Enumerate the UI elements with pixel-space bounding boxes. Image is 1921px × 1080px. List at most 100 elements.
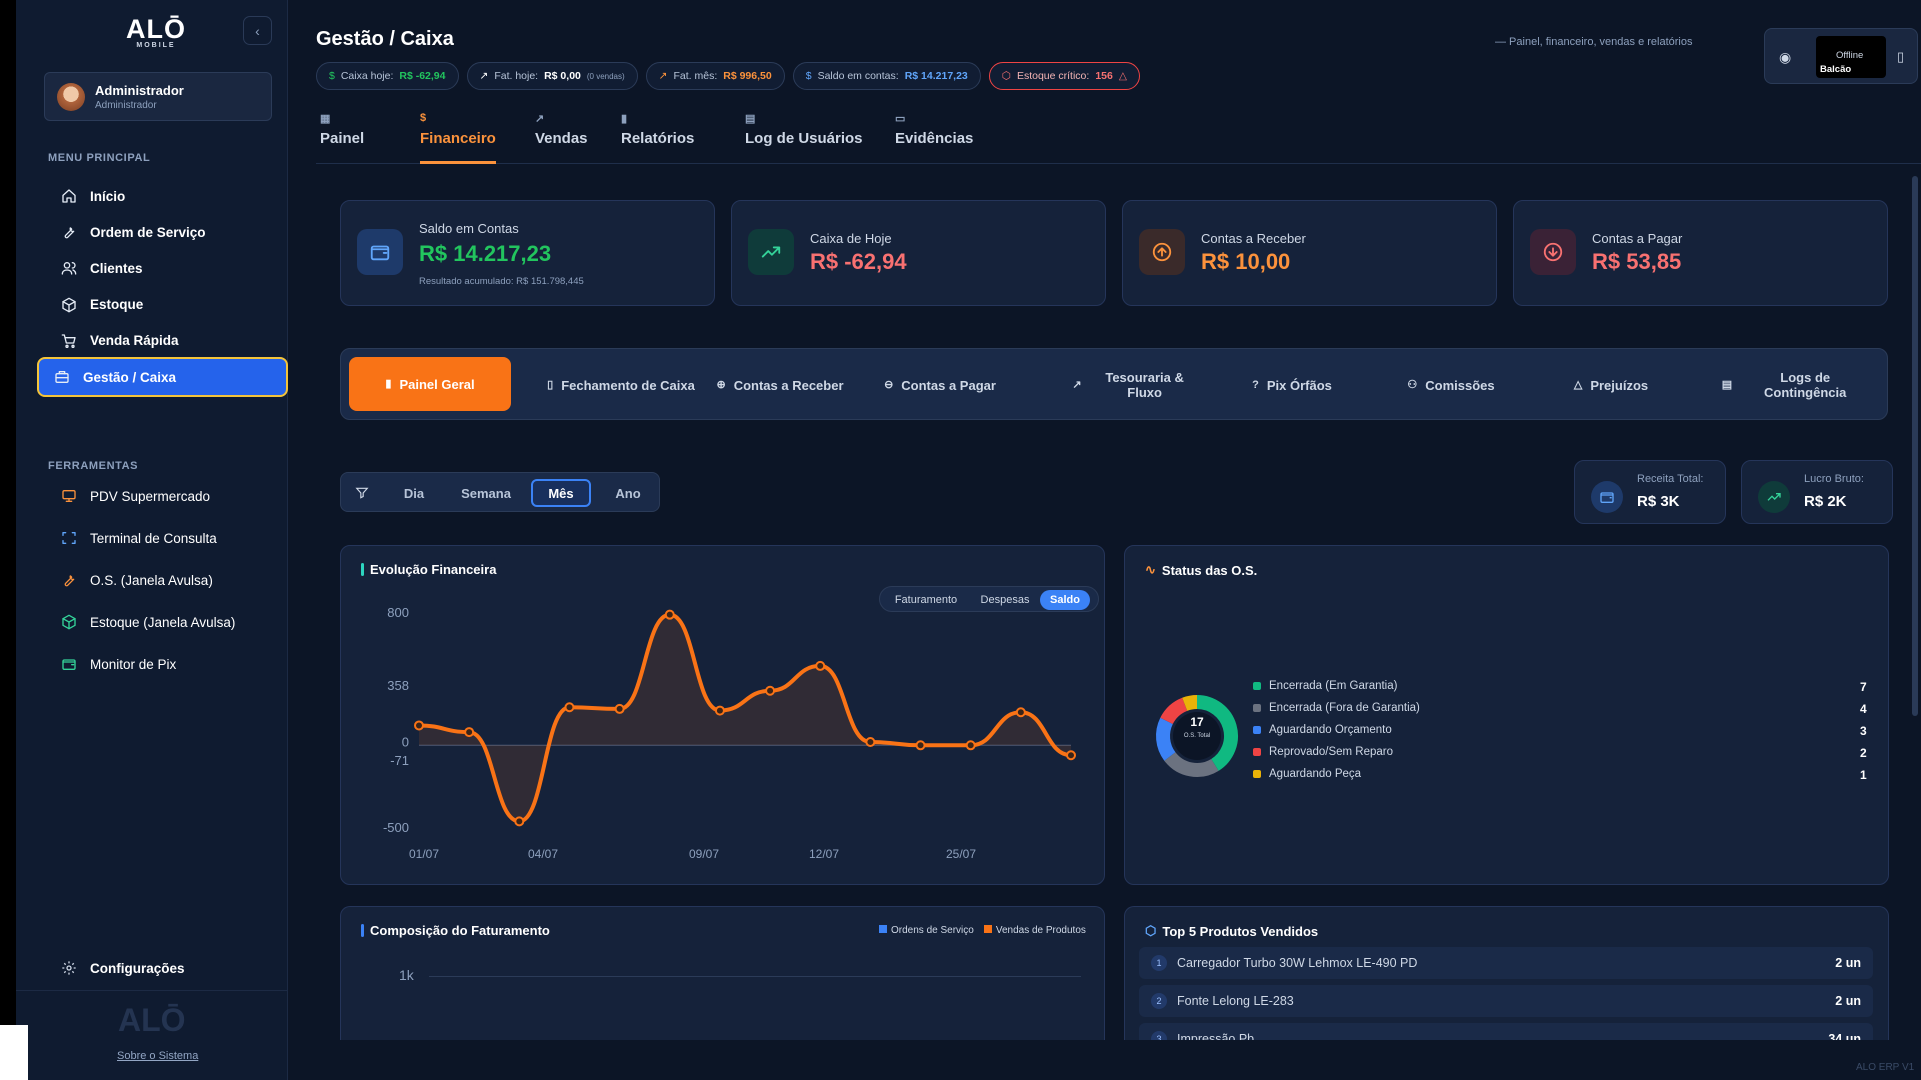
subtab-1[interactable]: ▯ Fechamento de Caixa	[521, 349, 721, 421]
subtab-6[interactable]: ⚇ Comissões	[1371, 349, 1531, 421]
sidebar-item-estoque[interactable]: Estoque	[46, 285, 288, 325]
legend-label: Encerrada (Em Garantia)	[1269, 680, 1398, 692]
tool-item-2[interactable]: O.S. (Janela Avulsa)	[46, 560, 288, 600]
chip-value: 156	[1095, 70, 1113, 82]
tool-item-1[interactable]: Terminal de Consulta	[46, 518, 288, 558]
tool-item-label: Monitor de Pix	[90, 656, 177, 672]
donut-slice[interactable]	[1182, 695, 1198, 711]
stat-value: R$ 53,85	[1592, 249, 1682, 274]
legend-item: Encerrada (Fora de Garantia)	[1253, 702, 1420, 714]
data-point[interactable]	[765, 685, 776, 696]
tab-log-de-usu-rios[interactable]: ▤ Log de Usuários	[745, 112, 863, 164]
subtab-5[interactable]: ? Pix Órfãos	[1217, 349, 1367, 421]
wallet-icon	[357, 229, 403, 275]
data-point[interactable]	[815, 660, 826, 671]
settings-link[interactable]: Configurações	[46, 948, 288, 988]
composition-title: Composição do Faturamento	[361, 923, 550, 938]
legend-os: Ordens de Serviço	[879, 925, 974, 936]
sidebar-item-in-cio[interactable]: Início	[46, 176, 288, 216]
stat-label: Contas a Pagar	[1592, 231, 1683, 246]
period-2[interactable]: Mês	[531, 479, 591, 507]
sidebar: ALŌ MOBILE ‹ Administrador Administrador …	[16, 0, 288, 1080]
tool-item-label: O.S. (Janela Avulsa)	[90, 572, 213, 588]
toggle-faturamento[interactable]: Faturamento	[894, 594, 958, 606]
trend-up-icon: ↗	[658, 70, 668, 82]
tab-vendas[interactable]: ↗ Vendas	[535, 112, 588, 164]
donut-slice[interactable]	[1156, 717, 1176, 761]
sidebar-item-ordem-de-servi-o[interactable]: Ordem de Serviço	[46, 212, 288, 252]
y-tick-label: -500	[383, 820, 409, 835]
donut-slice[interactable]	[1164, 751, 1219, 777]
legend-count: 1	[1860, 768, 1867, 782]
sidebar-item-gest-o-caixa[interactable]: Gestão / Caixa	[37, 357, 288, 397]
data-point[interactable]	[915, 740, 926, 751]
tab-evid-ncias[interactable]: ▭ Evidências	[895, 112, 973, 164]
data-point[interactable]	[865, 737, 876, 747]
panel-toggle-icon[interactable]: ▯	[1897, 49, 1905, 64]
data-point[interactable]	[664, 609, 675, 620]
toggle-saldo[interactable]: Saldo	[1040, 590, 1090, 610]
tab-financeiro[interactable]: $ Financeiro	[420, 112, 496, 164]
user-name: Administrador	[95, 83, 184, 98]
window-edge	[0, 0, 16, 1080]
data-point[interactable]	[514, 816, 525, 827]
chip-value: R$ -62,94	[399, 70, 446, 82]
subtab-0[interactable]: ▮ Painel Geral	[349, 357, 511, 411]
sidebar-item-venda-r-pida[interactable]: Venda Rápida	[46, 321, 288, 361]
donut-slice[interactable]	[1196, 695, 1238, 771]
tab-relat-rios[interactable]: ▮ Relatórios	[621, 112, 694, 164]
data-point[interactable]	[464, 727, 475, 738]
user-card[interactable]: Administrador Administrador	[44, 72, 272, 121]
menu-section-label: MENU PRINCIPAL	[48, 152, 151, 164]
tool-item-3[interactable]: Estoque (Janela Avulsa)	[46, 602, 288, 642]
collapse-sidebar-button[interactable]: ‹	[243, 16, 272, 45]
connection-status: Offline Balcão	[1816, 36, 1886, 78]
legend-label: Aguardando Peça	[1269, 768, 1362, 780]
chip-label: Caixa hoje:	[340, 70, 394, 82]
subtab-4[interactable]: ↗ Tesouraria & Fluxo	[1061, 349, 1211, 421]
data-point[interactable]	[965, 740, 976, 751]
legend-label: Aguardando Orçamento	[1269, 724, 1392, 736]
period-3[interactable]: Ano	[615, 485, 641, 501]
wallet-icon	[1591, 481, 1623, 513]
donut-slice[interactable]	[1160, 697, 1188, 725]
subtab-3[interactable]: ⊖ Contas a Pagar	[865, 349, 1015, 421]
data-point[interactable]	[1015, 707, 1026, 718]
legend-count: 7	[1860, 680, 1867, 694]
package-icon	[60, 613, 78, 631]
status-offline: Offline	[1836, 50, 1864, 61]
sidebar-item-clientes[interactable]: Clientes	[46, 248, 288, 288]
os-status-title: ∿ Status das O.S.	[1145, 562, 1257, 578]
eye-icon[interactable]: ◉	[1779, 49, 1792, 65]
product-row[interactable]: 1 Carregador Turbo 30W Lehmox LE-490 PD 2 …	[1139, 947, 1873, 979]
data-point[interactable]	[714, 705, 725, 716]
subtab-2[interactable]: ⊕ Contas a Receber	[697, 349, 863, 421]
summary-chip-2: ↗ Fat. mês: R$ 996,50	[645, 62, 785, 90]
briefcase-icon	[53, 368, 71, 386]
period-1[interactable]: Semana	[461, 485, 511, 501]
data-point[interactable]	[614, 703, 625, 714]
about-link[interactable]: Sobre o Sistema	[117, 1050, 199, 1062]
toggle-despesas[interactable]: Despesas	[980, 594, 1030, 606]
arrow-down-circle-icon	[1530, 229, 1576, 275]
tool-item-4[interactable]: Monitor de Pix	[46, 644, 288, 684]
tab-painel[interactable]: ▦ Painel	[320, 112, 364, 164]
period-0[interactable]: Dia	[403, 485, 425, 501]
users-icon	[60, 259, 78, 277]
chevron-left-icon: ‹	[255, 22, 260, 39]
data-point[interactable]	[1066, 750, 1076, 761]
product-row[interactable]: 2 Fonte Lelong LE-283 2 un	[1139, 985, 1873, 1017]
page-title: Gestão / Caixa	[316, 28, 454, 50]
subtab-label: Contas a Pagar	[901, 377, 996, 393]
subtab-7[interactable]: △ Prejuízos	[1541, 349, 1681, 421]
app-logo: ALŌ MOBILE	[126, 14, 186, 49]
data-point[interactable]	[414, 720, 424, 731]
subtab-8[interactable]: ▤ Logs de Contingência	[1711, 349, 1881, 421]
scrollbar[interactable]	[1912, 176, 1918, 716]
tool-item-0[interactable]: PDV Supermercado	[46, 476, 288, 516]
data-point[interactable]	[564, 702, 575, 713]
filter-icon[interactable]	[349, 479, 375, 507]
y-tick-label: 358	[387, 678, 409, 693]
x-tick-label: 12/07	[809, 847, 839, 861]
x-tick-label: 25/07	[946, 847, 976, 861]
